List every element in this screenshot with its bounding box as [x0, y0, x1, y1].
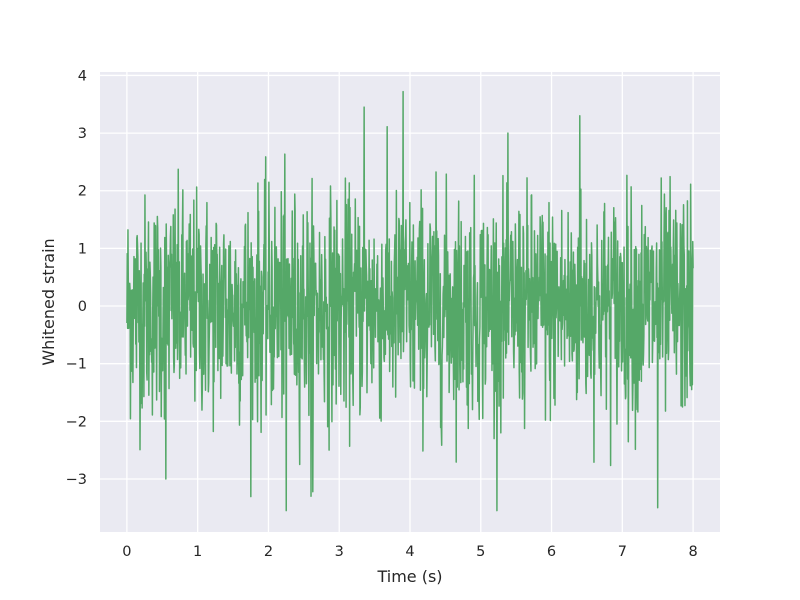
x-tick-label: 7 — [618, 544, 627, 560]
y-tick-label: 2 — [78, 184, 87, 200]
x-tick-label: 4 — [405, 544, 414, 560]
x-tick-label: 2 — [264, 544, 273, 560]
series-layer — [126, 90, 694, 512]
y-axis-ticks: −3 −2 −1 0 1 2 3 4 — [66, 68, 87, 488]
y-tick-label: 1 — [78, 241, 87, 257]
y-tick-label: 4 — [78, 68, 87, 84]
x-axis-ticks: 0 1 2 3 4 5 6 7 8 — [122, 544, 697, 560]
y-tick-label: 3 — [78, 126, 87, 142]
y-tick-label: −3 — [66, 472, 87, 488]
y-tick-label: −1 — [66, 357, 87, 373]
y-tick-label: −2 — [66, 414, 87, 430]
x-tick-label: 5 — [476, 544, 485, 560]
strain-series-line — [126, 90, 694, 512]
x-tick-label: 0 — [122, 544, 131, 560]
x-tick-label: 6 — [547, 544, 556, 560]
x-tick-label: 8 — [688, 544, 697, 560]
x-tick-label: 3 — [335, 544, 344, 560]
y-axis-label: Whitened strain — [39, 238, 58, 365]
x-tick-label: 1 — [193, 544, 202, 560]
y-tick-label: 0 — [78, 299, 87, 315]
x-axis-label: Time (s) — [376, 567, 442, 586]
